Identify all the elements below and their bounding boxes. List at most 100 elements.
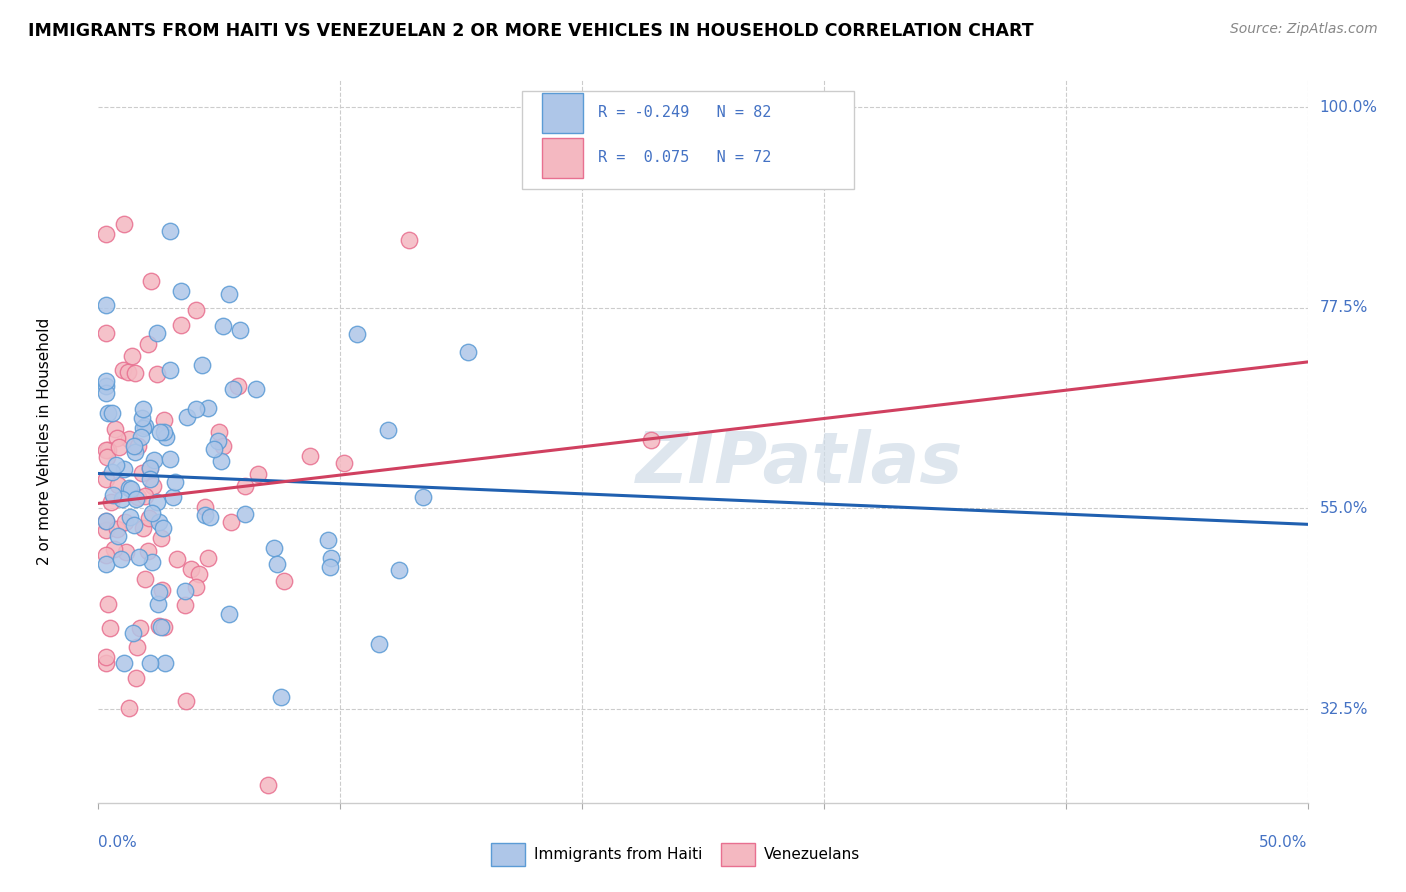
Point [207, 434, 229, 448]
Point [145, 326, 167, 340]
Point [155, 656, 177, 670]
Text: 32.5%: 32.5% [1320, 702, 1368, 716]
Point [94, 297, 117, 311]
Point [94, 657, 117, 671]
Point [129, 430, 152, 444]
Point [101, 405, 124, 419]
Point [166, 552, 188, 566]
Point [104, 458, 127, 472]
Point [97, 597, 120, 611]
Point [114, 515, 136, 529]
Point [235, 479, 257, 493]
Point [233, 507, 256, 521]
Point [103, 541, 125, 556]
Point [219, 515, 242, 529]
Point [150, 620, 173, 634]
Point [143, 452, 166, 467]
Point [149, 425, 172, 439]
Point [218, 607, 240, 622]
Point [159, 224, 181, 238]
Point [211, 319, 233, 334]
Point [208, 425, 231, 439]
Point [131, 466, 153, 480]
Point [153, 620, 176, 634]
Bar [543, 138, 583, 178]
Bar [543, 93, 583, 133]
Point [94, 379, 117, 393]
Point [148, 516, 170, 530]
Point [165, 475, 187, 490]
Point [316, 533, 339, 548]
Point [139, 460, 162, 475]
Point [270, 690, 292, 704]
Point [132, 421, 155, 435]
Point [100, 495, 122, 509]
Point [94, 514, 117, 528]
Point [266, 557, 288, 571]
Point [197, 401, 219, 416]
Point [94, 650, 117, 665]
Text: 0.0%: 0.0% [98, 835, 138, 850]
Point [184, 302, 207, 317]
Point [152, 425, 174, 440]
Point [112, 461, 135, 475]
Point [122, 518, 145, 533]
Point [94, 548, 117, 562]
Point [138, 337, 160, 351]
Text: 100.0%: 100.0% [1320, 100, 1378, 114]
Point [142, 479, 165, 493]
Point [94, 523, 117, 537]
Point [134, 572, 156, 586]
Point [94, 374, 117, 388]
Point [107, 478, 129, 492]
Point [184, 401, 207, 416]
Point [105, 522, 128, 536]
Point [155, 430, 177, 444]
Point [640, 434, 662, 448]
Point [124, 366, 146, 380]
Point [191, 358, 214, 372]
Point [108, 441, 131, 455]
Point [146, 367, 169, 381]
Point [120, 482, 142, 496]
Point [94, 386, 117, 401]
Point [170, 318, 193, 332]
Point [174, 694, 197, 708]
Point [229, 323, 252, 337]
Text: R =  0.075   N = 72: R = 0.075 N = 72 [598, 151, 770, 165]
Point [218, 287, 240, 301]
Point [247, 467, 270, 482]
Text: 55.0%: 55.0% [1320, 501, 1368, 516]
Point [138, 511, 160, 525]
Point [131, 410, 153, 425]
Text: 77.5%: 77.5% [1320, 301, 1368, 315]
Point [273, 574, 295, 588]
Point [129, 621, 152, 635]
Point [263, 541, 285, 556]
Point [94, 557, 117, 571]
Point [198, 510, 221, 524]
Point [111, 491, 134, 506]
Point [122, 439, 145, 453]
Point [188, 567, 211, 582]
Point [94, 472, 117, 486]
Point [141, 275, 163, 289]
Point [180, 562, 202, 576]
Point [132, 402, 155, 417]
Point [134, 418, 156, 433]
Point [111, 363, 134, 377]
Point [118, 701, 141, 715]
Point [398, 233, 420, 247]
Point [197, 550, 219, 565]
Text: 2 or more Vehicles in Household: 2 or more Vehicles in Household [37, 318, 52, 566]
Point [125, 640, 148, 654]
Point [100, 621, 122, 635]
Point [121, 349, 143, 363]
Text: Venezuelans: Venezuelans [763, 847, 859, 862]
Point [122, 625, 145, 640]
Point [118, 432, 141, 446]
Point [118, 510, 141, 524]
Point [162, 490, 184, 504]
Point [101, 465, 124, 479]
Text: Immigrants from Haiti: Immigrants from Haiti [534, 847, 702, 862]
